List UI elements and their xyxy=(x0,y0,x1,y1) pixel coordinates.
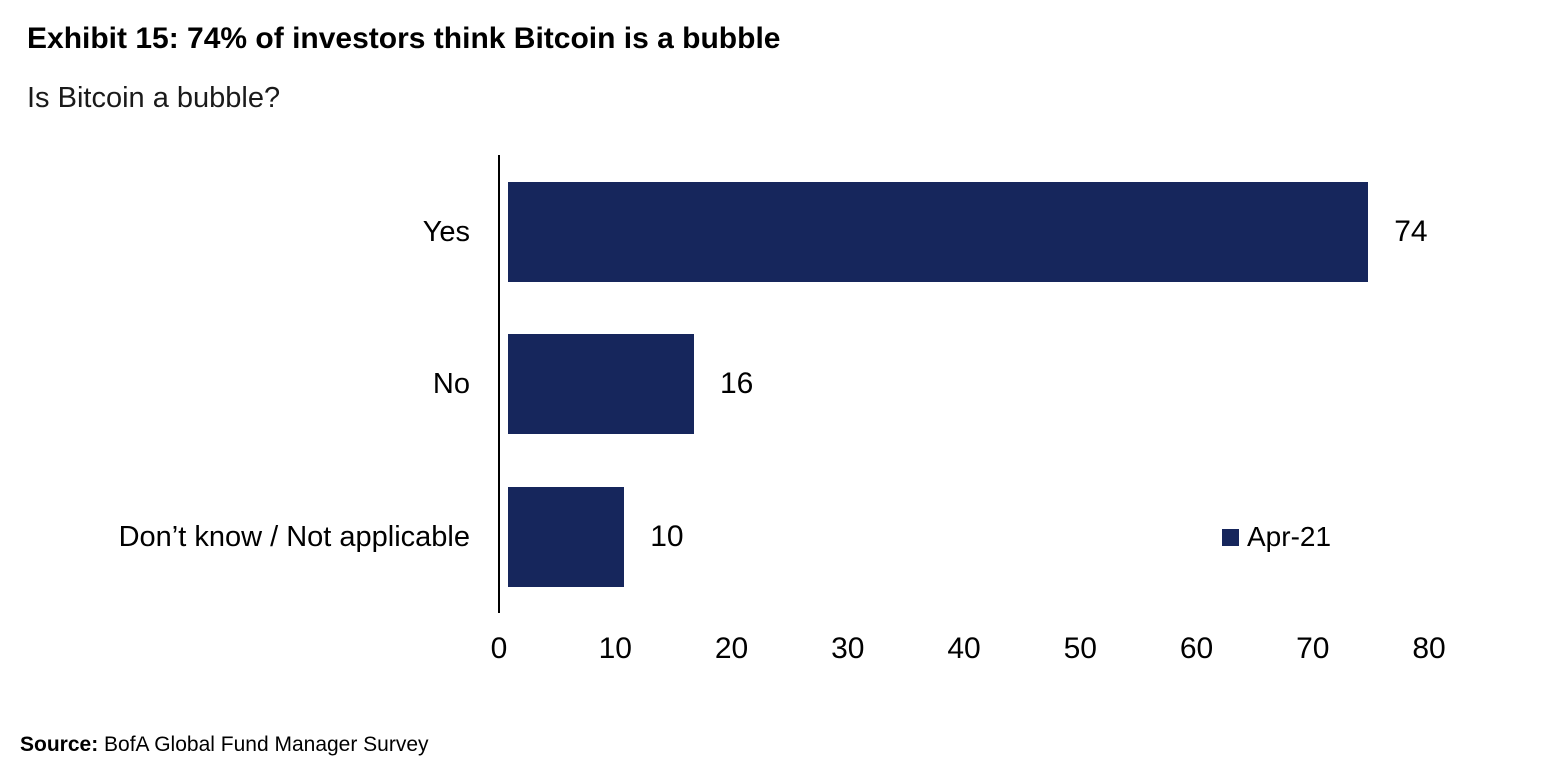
chart-subtitle: Is Bitcoin a bubble? xyxy=(27,82,281,114)
x-axis-tick-label: 40 xyxy=(947,632,981,665)
x-axis-tick-label: 70 xyxy=(1296,632,1330,665)
source-text: BofA Global Fund Manager Survey xyxy=(98,733,429,756)
x-axis-tick-label: 0 xyxy=(490,632,508,665)
category-label: Yes xyxy=(422,215,470,248)
x-axis: 0 10 20 30 40 50 60 70 80 xyxy=(491,632,1446,672)
legend: Apr-21 xyxy=(1222,521,1331,553)
category-label: Don’t know / Not applicable xyxy=(118,520,470,553)
legend-swatch xyxy=(1222,528,1239,546)
value-label: 16 xyxy=(720,367,754,400)
bar xyxy=(508,182,1369,282)
x-axis-tick-label: 60 xyxy=(1179,632,1214,665)
source-label: Source: xyxy=(20,733,99,756)
legend-label: Apr-21 xyxy=(1247,521,1332,552)
bar-row: Don’t know / Not applicable 10 xyxy=(0,487,1556,587)
source-note: Source: BofA Global Fund Manager Survey xyxy=(20,733,429,757)
bar-row: Yes 74 xyxy=(0,182,1556,282)
x-axis-tick-label: 80 xyxy=(1412,632,1446,665)
value-label: 74 xyxy=(1394,215,1428,248)
y-axis-line xyxy=(498,155,500,613)
x-axis-tick-label: 10 xyxy=(598,632,632,665)
x-axis-tick-label: 20 xyxy=(714,632,749,665)
bar xyxy=(508,487,625,587)
value-label: 10 xyxy=(650,520,684,553)
exhibit-title: Exhibit 15: 74% of investors think Bitco… xyxy=(27,22,781,55)
bar xyxy=(508,334,694,434)
x-axis-tick-label: 50 xyxy=(1063,632,1097,665)
bar-row: No 16 xyxy=(0,334,1556,434)
x-axis-tick-label: 30 xyxy=(831,632,865,665)
category-label: No xyxy=(432,367,470,400)
